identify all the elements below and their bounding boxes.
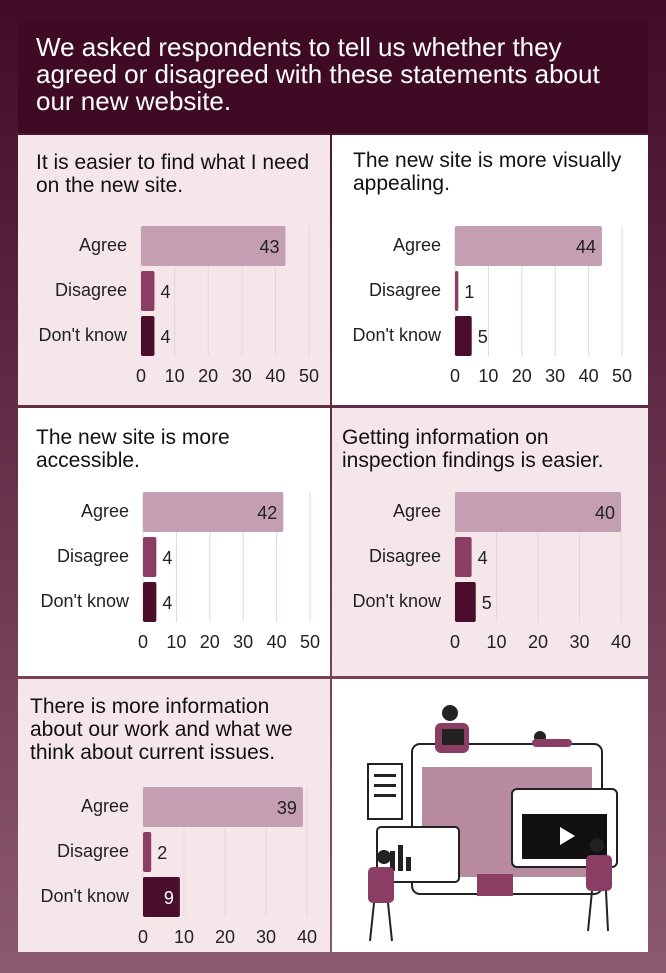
- data-label: 39: [277, 798, 297, 818]
- data-label: 1: [464, 282, 474, 302]
- x-tick-label: 20: [198, 366, 218, 386]
- bar: [455, 226, 602, 266]
- category-label: Don't know: [41, 886, 130, 906]
- chart: 0 10 20 30 40 50 Agree 43 Disagree 4 Don't know 4: [39, 226, 319, 386]
- bar: [143, 787, 303, 827]
- data-label: 43: [259, 237, 279, 257]
- bar: [141, 271, 155, 311]
- x-tick-label: 20: [528, 632, 548, 652]
- bar: [143, 537, 157, 577]
- x-tick-label: 30: [545, 366, 565, 386]
- bar: [143, 877, 180, 917]
- data-label: 4: [162, 593, 172, 613]
- bar: [455, 582, 476, 622]
- illustration: [367, 705, 618, 942]
- data-label: 4: [160, 327, 170, 347]
- x-tick-label: 50: [300, 632, 320, 652]
- data-label: 9: [164, 888, 174, 908]
- chart-title: The new site is more visually appealing.: [353, 149, 622, 195]
- data-label: 4: [478, 548, 488, 568]
- x-tick-label: 10: [165, 366, 185, 386]
- illustration-panel: [332, 679, 648, 952]
- chart: 0 10 20 30 40 Agree 39 Disagree 2 Don't know 9: [41, 787, 317, 947]
- category-label: Don't know: [39, 325, 128, 345]
- x-tick-label: 30: [233, 632, 253, 652]
- bar: [141, 316, 155, 356]
- x-tick-label: 10: [478, 366, 498, 386]
- chart-panel: The new site is more accessible. 0 10 20 30 4…: [18, 408, 330, 676]
- x-tick-label: 30: [569, 632, 589, 652]
- data-label: 40: [595, 503, 615, 523]
- x-tick-label: 0: [136, 366, 146, 386]
- bar: [143, 582, 157, 622]
- data-label: 2: [157, 843, 167, 863]
- page-title: We asked respondents to tell us whether …: [18, 18, 648, 133]
- bar: [143, 492, 284, 532]
- data-label: 42: [257, 503, 277, 523]
- data-label: 5: [482, 593, 492, 613]
- category-label: Agree: [79, 235, 127, 255]
- x-tick-label: 40: [579, 366, 599, 386]
- category-label: Agree: [81, 796, 129, 816]
- chart-title: The new site is more accessible.: [36, 426, 230, 472]
- x-tick-label: 20: [215, 927, 235, 947]
- x-tick-label: 40: [267, 632, 287, 652]
- data-label: 4: [160, 282, 170, 302]
- chart: 0 10 20 30 40 50 Agree 42 Disagree 4 Don't know 4: [41, 492, 320, 652]
- bar: [455, 271, 459, 311]
- bar: [455, 537, 472, 577]
- category-label: Agree: [81, 501, 129, 521]
- x-tick-label: 10: [486, 632, 506, 652]
- bar: [455, 316, 472, 356]
- x-tick-label: 30: [256, 927, 276, 947]
- chart-panel: It is easier to find what I need on the …: [18, 135, 330, 405]
- x-tick-label: 50: [299, 366, 319, 386]
- chart: 0 10 20 30 40 Agree 40 Disagree 4 Don't know 5: [353, 492, 631, 652]
- x-tick-label: 0: [138, 632, 148, 652]
- category-label: Disagree: [369, 280, 441, 300]
- x-tick-label: 0: [450, 366, 460, 386]
- data-label: 44: [576, 237, 596, 257]
- chart: 0 10 20 30 40 50 Agree 44 Disagree 1 Don't know 5: [353, 226, 632, 386]
- category-label: Don't know: [353, 325, 442, 345]
- bar: [143, 832, 152, 872]
- category-label: Agree: [393, 235, 441, 255]
- chart-panel: The new site is more visually appealing.…: [332, 135, 648, 405]
- chart-panel: Getting information on inspection findin…: [332, 408, 648, 676]
- category-label: Disagree: [55, 280, 127, 300]
- x-tick-label: 0: [450, 632, 460, 652]
- x-tick-label: 20: [512, 366, 532, 386]
- category-label: Disagree: [57, 546, 129, 566]
- category-label: Disagree: [57, 841, 129, 861]
- x-tick-label: 10: [166, 632, 186, 652]
- data-label: 4: [162, 548, 172, 568]
- chart-title: There is more information about our work…: [30, 695, 293, 764]
- bar: [455, 492, 621, 532]
- bar: [141, 226, 286, 266]
- x-tick-label: 10: [174, 927, 194, 947]
- x-tick-label: 50: [612, 366, 632, 386]
- x-tick-label: 0: [138, 927, 148, 947]
- category-label: Don't know: [41, 591, 130, 611]
- data-label: 5: [478, 327, 488, 347]
- chart-title: Getting information on inspection findin…: [342, 426, 604, 472]
- x-tick-label: 20: [200, 632, 220, 652]
- x-tick-label: 40: [611, 632, 631, 652]
- x-tick-label: 40: [265, 366, 285, 386]
- chart-panel: There is more information about our work…: [18, 679, 330, 952]
- category-label: Don't know: [353, 591, 442, 611]
- category-label: Agree: [393, 501, 441, 521]
- category-label: Disagree: [369, 546, 441, 566]
- x-tick-label: 30: [232, 366, 252, 386]
- chart-title: It is easier to find what I need on the …: [36, 151, 310, 197]
- x-tick-label: 40: [297, 927, 317, 947]
